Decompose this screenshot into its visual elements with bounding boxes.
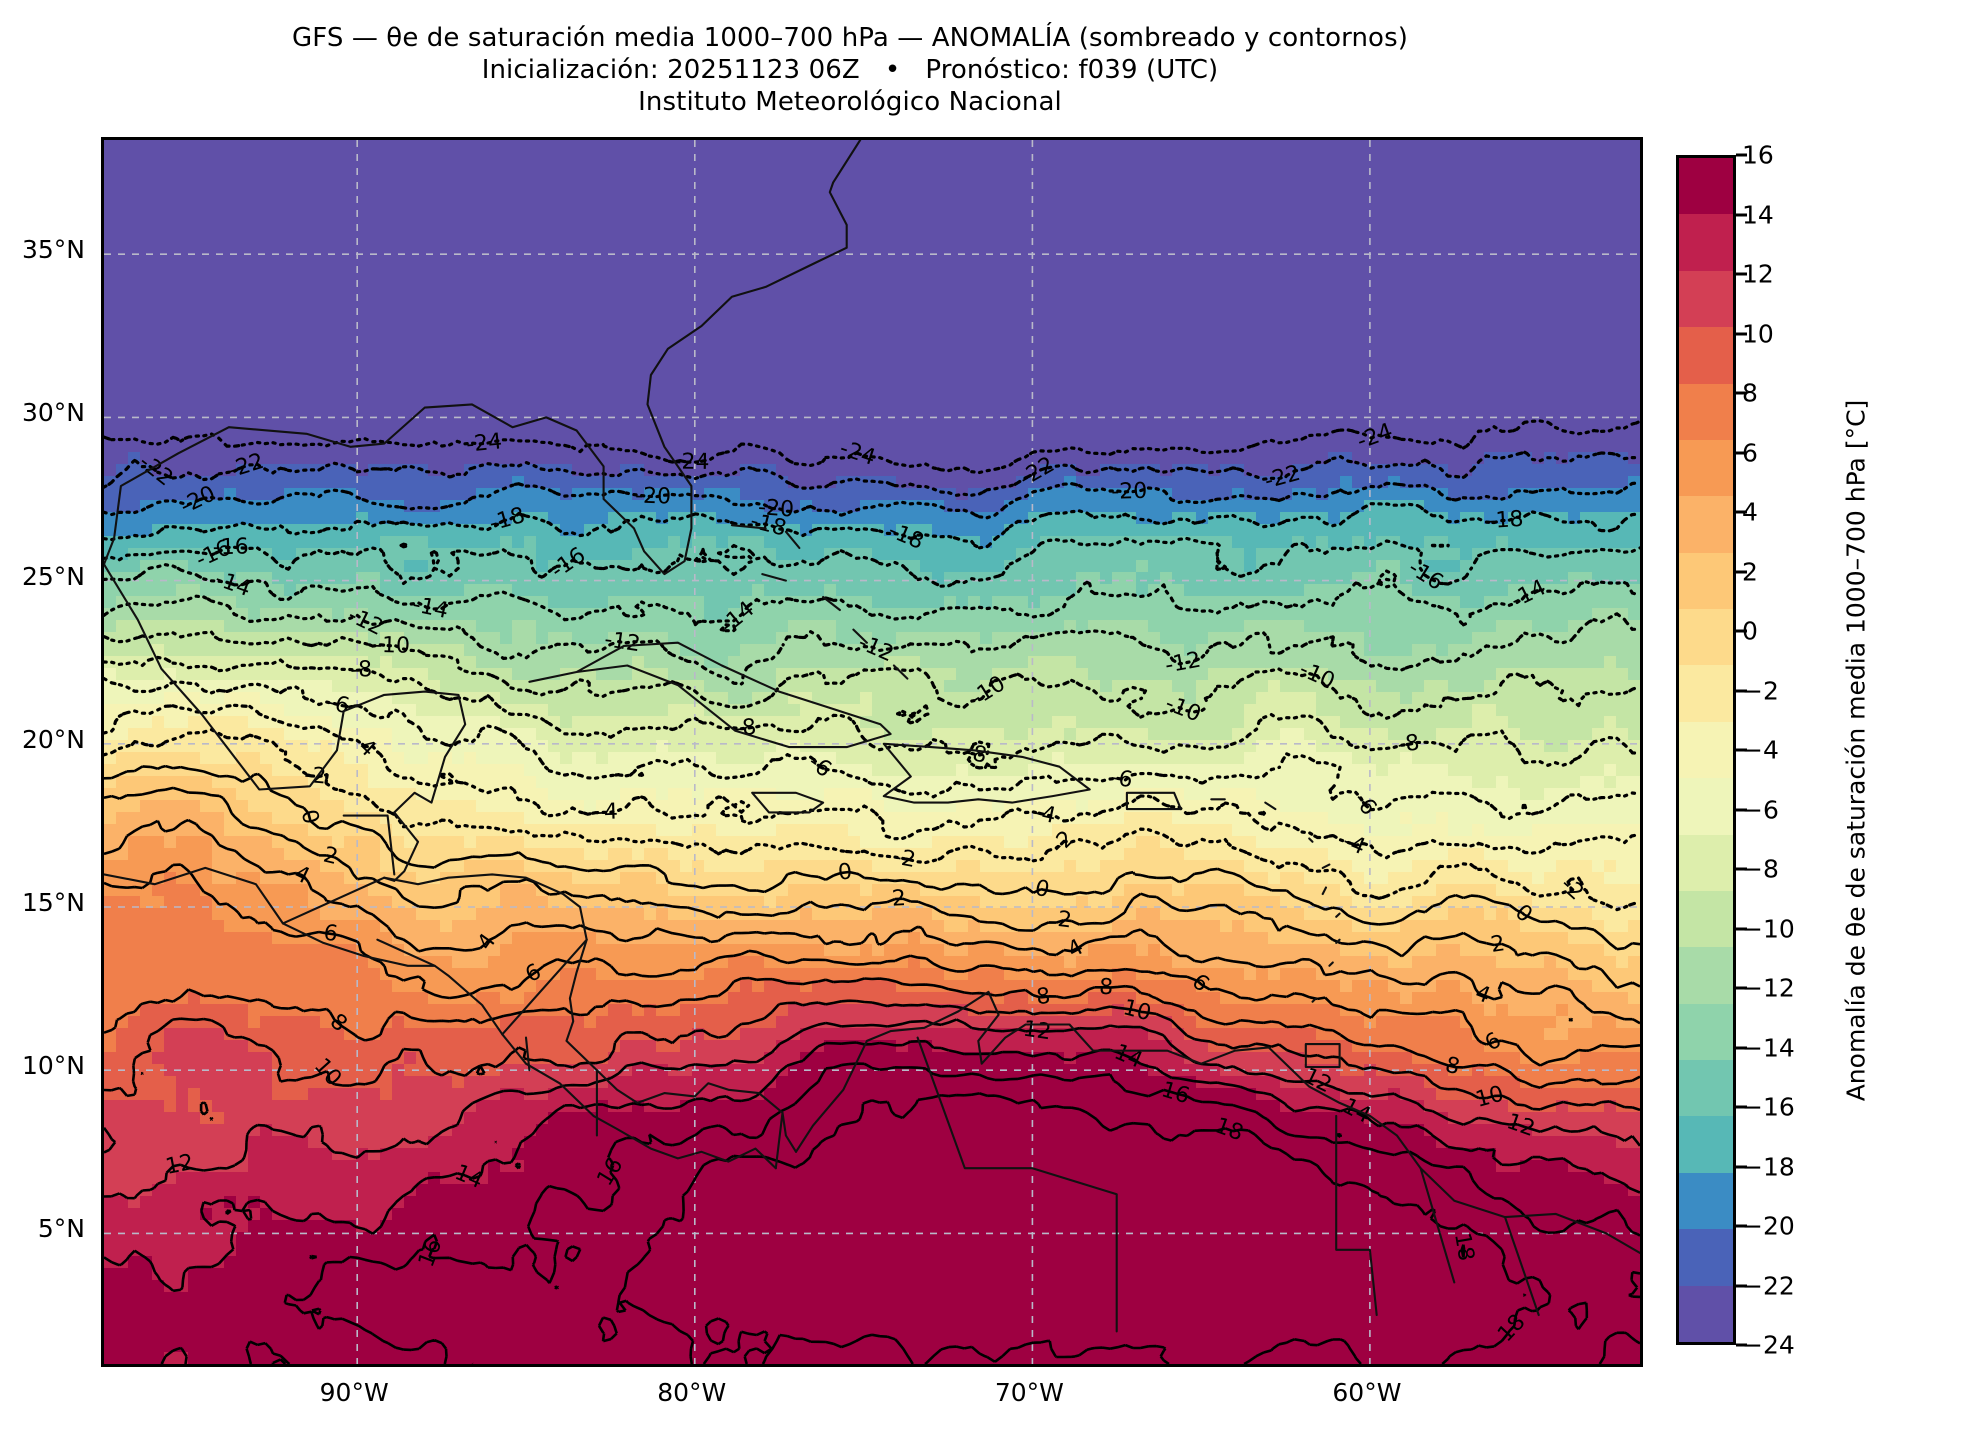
colorbar-label-text: Anomalía de θe de saturación media 1000–… [1841,399,1871,1101]
colorbar-tickmark [1736,986,1747,990]
colorbar-band [1679,834,1733,891]
colorbar-band [1679,947,1733,1004]
colorbar-band [1679,327,1733,384]
colorbar-tickmark [1736,748,1747,752]
colorbar-tick-label: 2 [1742,557,1758,586]
colorbar-tick-label: −6 [1742,795,1779,824]
colorbar-tickmark [1736,808,1747,811]
colorbar-tick-label: −10 [1742,914,1795,943]
coastline-layer [104,140,1640,1333]
colorbar-tick-label: 10 [1742,319,1774,348]
xtick-label: 90°W [319,1378,389,1407]
colorbar-band [1679,890,1733,948]
colorbar-tick-label: −8 [1742,854,1779,884]
anomaly-contour-layer: -24-24 -24-24-22-22 -22 -22-20-20-20 -20-18-… [104,419,1640,1364]
colorbar-tick-label: −18 [1742,1152,1795,1181]
colorbar-tickmark [1736,510,1747,514]
colorbar-tickmark [1736,153,1747,157]
colorbar-band [1679,158,1733,215]
page-title: GFS — θe de saturación media 1000–700 hP… [292,23,1408,53]
colorbar-band [1679,439,1733,497]
colorbar-tickmark [1736,1046,1747,1049]
map-canvas: -24 -24 -24 -24 -22 -22 -22 -22 -20 -20 -20 -20 -18-… [104,140,1640,1364]
colorbar-tickmark [1736,332,1747,335]
colorbar-band [1679,1060,1733,1117]
colorbar-tickmark [1736,927,1747,930]
colorbar-tick-label: 16 [1742,140,1774,170]
colorbar-tickmark [1736,867,1747,871]
ytick-label: 10°N [21,1051,85,1081]
colorbar-tick-label: −12 [1742,973,1795,1003]
colorbar-tickmark [1736,272,1747,276]
colorbar-tick-label: 12 [1742,259,1774,289]
chart-title-block: GFS — θe de saturación media 1000–700 hP… [0,22,1700,118]
colorbar-tickmark [1736,1224,1747,1228]
colorbar-tickmark [1736,391,1747,395]
map-plot-area[interactable]: -24 -24 -24 -24 -22 -22 -22 -22 -20 -20 -20 -20 -18-… [101,137,1643,1367]
colorbar-band [1679,552,1733,609]
colorbar-tickmark [1736,1343,1747,1347]
colorbar-band [1679,496,1733,553]
colorbar-band [1679,721,1733,779]
colorbar-band [1679,1116,1733,1173]
colorbar-band [1679,609,1733,666]
colorbar-tick-label: 14 [1742,200,1774,229]
chart-subtitle: Inicialización: 20251123 06Z • Pronóstic… [481,55,1219,85]
colorbar-tick-label: −24 [1742,1330,1795,1360]
xtick-label: 80°W [657,1378,727,1407]
colorbar[interactable] [1676,155,1736,1345]
ytick-label: 25°N [21,561,85,591]
ytick-label: 15°N [21,888,85,918]
anomaly-shading-layer [104,140,1640,1364]
colorbar-tick-label: −4 [1742,735,1779,765]
colorbar-band [1679,1003,1733,1060]
colorbar-band [1679,1229,1733,1286]
ytick-label: 35°N [21,235,85,265]
colorbar-tickmark [1736,1284,1747,1287]
colorbar-band [1679,778,1733,835]
xtick-label: 60°W [1332,1378,1402,1407]
colorbar-tick-label: −20 [1742,1211,1795,1241]
colorbar-tick-label: 0 [1742,616,1758,646]
colorbar-tick-label: 4 [1742,497,1758,527]
colorbar-tickmark [1736,213,1747,216]
colorbar-band [1679,383,1733,440]
colorbar-tick-label: −22 [1742,1271,1795,1300]
colorbar-tick-label: −14 [1742,1033,1795,1062]
colorbar-tickmark [1736,1105,1747,1109]
colorbar-tick-label: −2 [1742,676,1779,705]
ytick-label: 5°N [37,1214,85,1244]
colorbar-tickmark [1736,689,1747,692]
colorbar-tickmark [1736,451,1747,454]
colorbar-band [1679,270,1733,328]
colorbar-tickmark [1736,570,1747,573]
ytick-label: 30°N [21,398,85,428]
colorbar-band [1679,1172,1733,1230]
xtick-label: 70°W [994,1378,1064,1407]
ytick-label: 20°N [21,724,85,754]
colorbar-band [1679,665,1733,722]
chart-attribution: Instituto Meteorológico Nacional [638,87,1062,117]
colorbar-band [1679,214,1733,271]
colorbar-tick-label: 8 [1742,378,1758,408]
colorbar-band [1679,1285,1733,1342]
colorbar-tickmark [1736,629,1747,633]
colorbar-tick-label: 6 [1742,438,1758,467]
colorbar-axis-label: Anomalía de θe de saturación media 1000–… [1836,155,1876,1345]
colorbar-tick-label: −16 [1742,1092,1795,1122]
colorbar-tickmark [1736,1165,1747,1168]
